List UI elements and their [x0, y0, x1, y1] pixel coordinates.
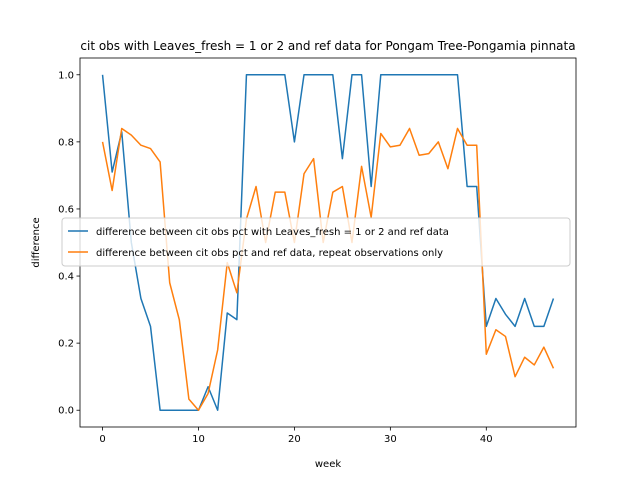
legend-frame	[61, 217, 571, 267]
y-tick-label: 0.8	[58, 137, 74, 148]
y-tick-label: 0.0	[58, 406, 74, 417]
x-axis-ticks: 0 10 20 30 40	[99, 427, 493, 445]
x-tick-label: 20	[288, 434, 301, 445]
legend-label-1: difference between cit obs pct with Leav…	[96, 227, 449, 238]
y-axis-ticks: 0.0 0.2 0.4 0.6 0.8 1.0	[58, 70, 80, 417]
series-line-2	[101, 127, 555, 411]
x-tick-label: 40	[480, 434, 493, 445]
y-axis-label: difference	[31, 217, 42, 267]
x-tick-label: 10	[192, 434, 205, 445]
legend: difference between cit obs pct with Leav…	[61, 217, 571, 267]
x-tick-label: 0	[99, 434, 105, 445]
series-lines	[101, 74, 555, 411]
series-line-1	[101, 74, 555, 411]
legend-label-2: difference between cit obs pct and ref d…	[96, 248, 443, 259]
y-tick-label: 0.4	[58, 272, 74, 283]
y-tick-label: 0.2	[58, 339, 74, 350]
y-tick-label: 1.0	[58, 70, 74, 81]
y-tick-label: 0.6	[58, 204, 74, 215]
x-tick-label: 30	[384, 434, 397, 445]
x-axis-label: week	[315, 459, 341, 470]
chart-title: cit obs with Leaves_fresh = 1 or 2 and r…	[80, 39, 575, 53]
